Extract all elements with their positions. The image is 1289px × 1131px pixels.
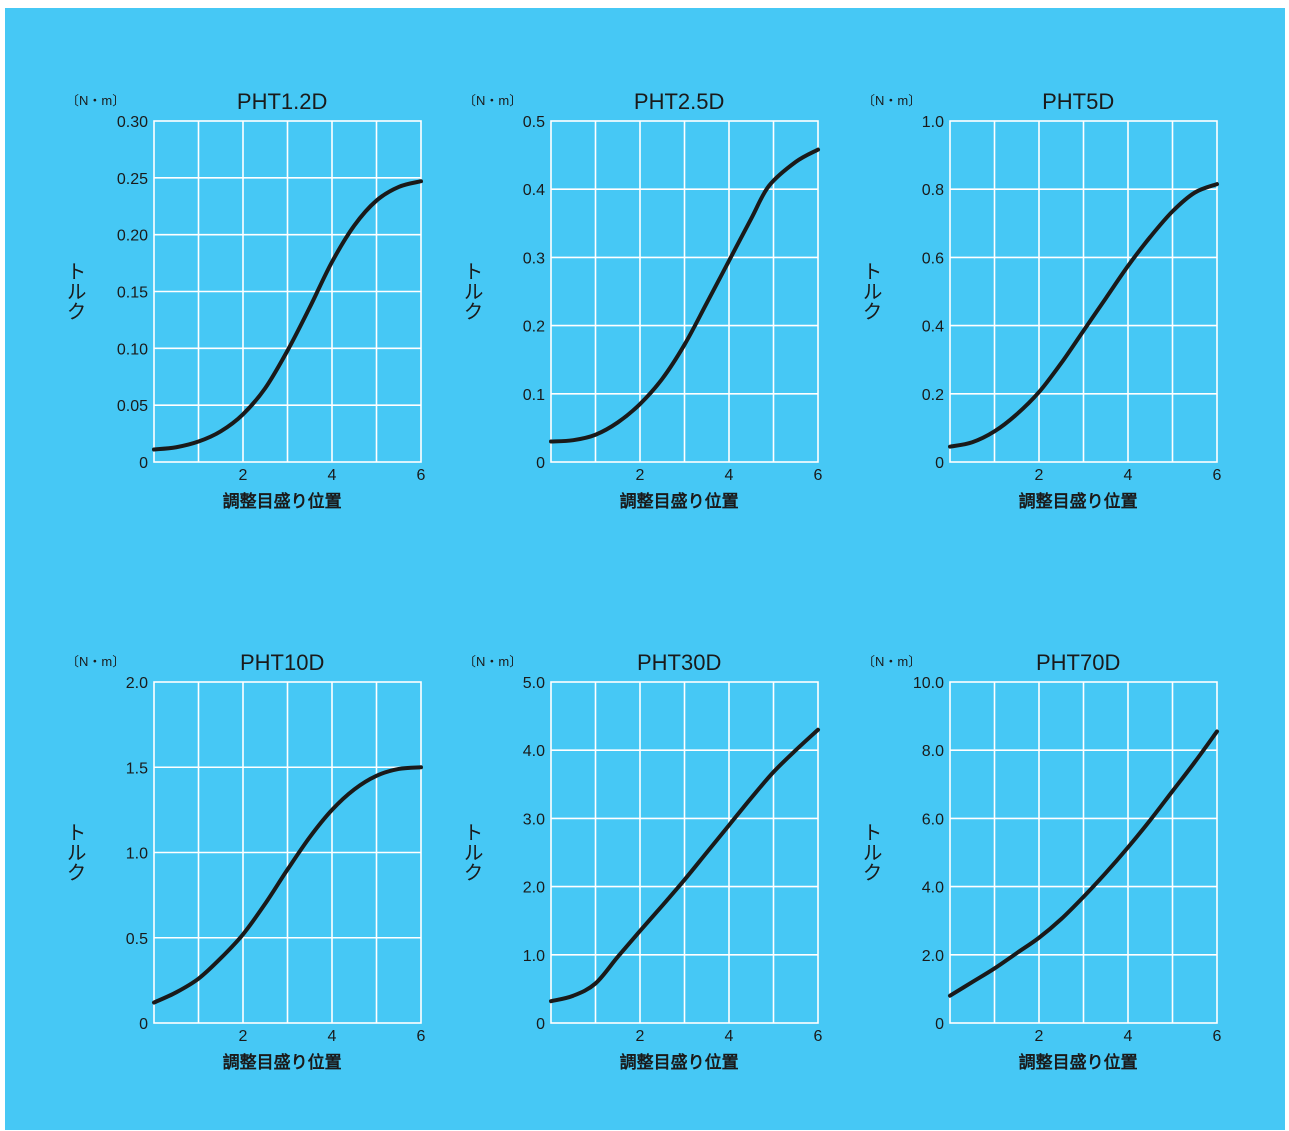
y-tick-label: 10.0 bbox=[913, 675, 944, 692]
torque-curve-line bbox=[549, 727, 820, 1004]
y-tick-label: 1.5 bbox=[126, 760, 148, 777]
x-tick-label: 6 bbox=[814, 1028, 823, 1045]
y-axis-label: トルク bbox=[859, 822, 881, 882]
x-axis-label: 調整目盛り位置 bbox=[223, 1052, 342, 1072]
x-tick-label: 2 bbox=[636, 1028, 645, 1045]
y-tick-label: 0.10 bbox=[117, 341, 148, 358]
x-axis-label: 調整目盛り位置 bbox=[1019, 1052, 1138, 1072]
y-tick-label: 2.0 bbox=[922, 948, 944, 965]
y-tick-label: 0.5 bbox=[523, 114, 545, 131]
unit-label: 〔N・m〕 bbox=[66, 654, 125, 669]
chart-pht10d: PHT10D 〔N・m〕 0 0.5 1.0 1.5 2.0 2 4 6 調整目盛り位置 トルク bbox=[63, 650, 426, 1072]
y-tick-label: 0 bbox=[935, 1016, 944, 1033]
y-axis-label: トルク bbox=[460, 822, 482, 882]
x-axis-label: 調整目盛り位置 bbox=[223, 491, 342, 511]
y-tick-label: 5.0 bbox=[523, 675, 545, 692]
y-tick-label: 0.6 bbox=[922, 250, 944, 267]
plot-frame bbox=[153, 120, 422, 463]
y-tick-label: 0.2 bbox=[523, 319, 545, 336]
chart-title: PHT70D bbox=[1036, 650, 1120, 675]
plot-frame bbox=[153, 681, 422, 1024]
x-axis-label: 調整目盛り位置 bbox=[620, 491, 739, 511]
y-tick-label: 0 bbox=[139, 455, 148, 472]
y-tick-label: 0.30 bbox=[117, 114, 148, 131]
unit-label: 〔N・m〕 bbox=[463, 93, 522, 108]
chart-title: PHT1.2D bbox=[237, 89, 327, 114]
unit-label: 〔N・m〕 bbox=[66, 93, 125, 108]
x-tick-label: 4 bbox=[725, 1028, 734, 1045]
y-tick-label: 0.05 bbox=[117, 398, 148, 415]
chart-pht2-5d: PHT2.5D 〔N・m〕 0 0.1 0.2 0.3 0.4 0.5 2 4 6 調整目盛り位置 トル… bbox=[460, 89, 823, 511]
plot-frame bbox=[949, 120, 1218, 463]
chart-title: PHT5D bbox=[1042, 89, 1114, 114]
y-tick-label: 0.20 bbox=[117, 228, 148, 245]
x-tick-label: 6 bbox=[417, 467, 426, 484]
plot-frame bbox=[949, 681, 1218, 1024]
x-tick-label: 2 bbox=[636, 467, 645, 484]
chart-pht30d: PHT30D 〔N・m〕 0 1.0 2.0 3.0 4.0 5.0 2 4 6 調整目盛り位置 トルク bbox=[460, 650, 823, 1072]
x-tick-label: 6 bbox=[417, 1028, 426, 1045]
x-axis-label: 調整目盛り位置 bbox=[620, 1052, 739, 1072]
y-tick-label: 0.4 bbox=[523, 182, 545, 199]
chart-title: PHT2.5D bbox=[634, 89, 724, 114]
x-tick-label: 4 bbox=[328, 1028, 337, 1045]
y-tick-label: 2.0 bbox=[523, 880, 545, 897]
y-axis-label: トルク bbox=[859, 261, 881, 321]
x-tick-label: 2 bbox=[1035, 1028, 1044, 1045]
y-axis-label: トルク bbox=[63, 822, 85, 882]
x-tick-label: 4 bbox=[1124, 1028, 1133, 1045]
y-axis-label: トルク bbox=[63, 261, 85, 321]
x-tick-label: 4 bbox=[328, 467, 337, 484]
y-tick-label: 0.25 bbox=[117, 171, 148, 188]
x-tick-label: 2 bbox=[239, 467, 248, 484]
y-axis-label: トルク bbox=[460, 261, 482, 321]
chart-pht5d: PHT5D 〔N・m〕 0 0.2 0.4 0.6 0.8 1.0 2 4 6 調整目盛り位置 トルク bbox=[859, 89, 1222, 511]
torque-curve-line bbox=[152, 179, 423, 452]
y-tick-label: 6.0 bbox=[922, 811, 944, 828]
unit-label: 〔N・m〕 bbox=[463, 654, 522, 669]
y-tick-label: 0.8 bbox=[922, 182, 944, 199]
chart-title: PHT10D bbox=[240, 650, 324, 675]
y-tick-label: 0 bbox=[536, 1016, 545, 1033]
y-tick-label: 0 bbox=[139, 1016, 148, 1033]
x-tick-label: 2 bbox=[1035, 467, 1044, 484]
y-tick-label: 4.0 bbox=[523, 743, 545, 760]
y-tick-label: 0 bbox=[536, 455, 545, 472]
y-tick-label: 0.2 bbox=[922, 387, 944, 404]
x-tick-label: 4 bbox=[725, 467, 734, 484]
y-tick-label: 0.5 bbox=[126, 931, 148, 948]
x-tick-label: 6 bbox=[814, 467, 823, 484]
chart-pht70d: PHT70D 〔N・m〕 0 2.0 4.0 6.0 8.0 10.0 2 4 6 調整目盛り位置 トル… bbox=[859, 650, 1222, 1072]
y-tick-label: 1.0 bbox=[523, 948, 545, 965]
torque-curve-line bbox=[948, 729, 1219, 998]
x-tick-label: 6 bbox=[1213, 1028, 1222, 1045]
y-tick-label: 0 bbox=[935, 455, 944, 472]
y-tick-label: 0.1 bbox=[523, 387, 545, 404]
chart-pht1-2d: PHT1.2D 〔N・m〕 0 0.05 0.10 0.15 0.20 0.25 0.30 2 4 6… bbox=[63, 89, 426, 511]
y-tick-label: 0.4 bbox=[922, 319, 944, 336]
chart-panel-background bbox=[5, 8, 1285, 1130]
x-tick-label: 4 bbox=[1124, 467, 1133, 484]
y-tick-label: 0.3 bbox=[523, 250, 545, 267]
torque-curve-line bbox=[549, 147, 820, 444]
y-tick-label: 0.15 bbox=[117, 285, 148, 302]
plot-frame bbox=[550, 681, 819, 1024]
unit-label: 〔N・m〕 bbox=[862, 654, 921, 669]
torque-curve-line bbox=[152, 765, 423, 1005]
x-axis-label: 調整目盛り位置 bbox=[1019, 491, 1138, 511]
y-tick-label: 4.0 bbox=[922, 880, 944, 897]
y-tick-label: 1.0 bbox=[126, 846, 148, 863]
torque-curve-line bbox=[948, 182, 1219, 449]
y-tick-label: 1.0 bbox=[922, 114, 944, 131]
x-tick-label: 6 bbox=[1213, 467, 1222, 484]
y-tick-label: 3.0 bbox=[523, 811, 545, 828]
chart-title: PHT30D bbox=[637, 650, 721, 675]
y-tick-label: 2.0 bbox=[126, 675, 148, 692]
y-tick-label: 8.0 bbox=[922, 743, 944, 760]
x-tick-label: 2 bbox=[239, 1028, 248, 1045]
plot-frame bbox=[550, 120, 819, 463]
unit-label: 〔N・m〕 bbox=[862, 93, 921, 108]
